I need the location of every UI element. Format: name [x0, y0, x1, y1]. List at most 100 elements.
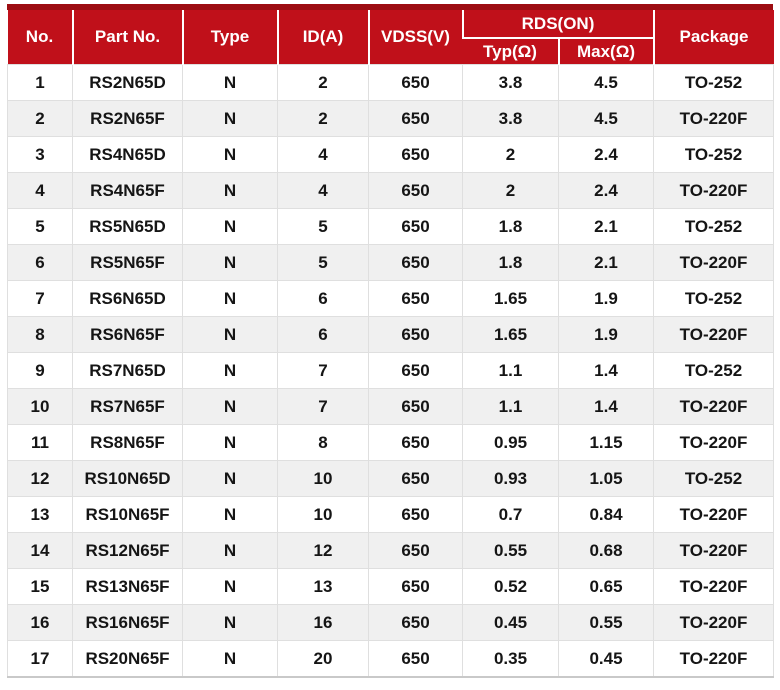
cell-type: N — [182, 460, 278, 497]
mosfet-parts-table: No. Part No. Type ID(A) VDSS(V) RDS(ON) … — [7, 10, 774, 678]
table-row: 9 RS7N65D N 7 650 1.1 1.4 TO-252 — [7, 352, 774, 389]
table-row: 17 RS20N65F N 20 650 0.35 0.45 TO-220F — [7, 640, 774, 678]
cell-package: TO-220F — [653, 604, 774, 641]
cell-max-ohm: 1.9 — [558, 316, 654, 353]
table-row: 7 RS6N65D N 6 650 1.65 1.9 TO-252 — [7, 280, 774, 317]
cell-typ-ohm: 3.8 — [462, 64, 559, 101]
cell-package: TO-252 — [653, 460, 774, 497]
cell-package: TO-220F — [653, 316, 774, 353]
cell-vdss-v: 650 — [368, 640, 463, 678]
cell-id-a: 20 — [277, 640, 369, 678]
col-header-type: Type — [181, 10, 278, 65]
table-row: 4 RS4N65F N 4 650 2 2.4 TO-220F — [7, 172, 774, 209]
cell-part-no: RS2N65D — [72, 64, 183, 101]
table-row: 14 RS12N65F N 12 650 0.55 0.68 TO-220F — [7, 532, 774, 569]
cell-type: N — [182, 100, 278, 137]
cell-type: N — [182, 424, 278, 461]
cell-no: 15 — [7, 568, 73, 605]
table-row: 8 RS6N65F N 6 650 1.65 1.9 TO-220F — [7, 316, 774, 353]
cell-id-a: 4 — [277, 136, 369, 173]
col-header-rds-on: RDS(ON) — [461, 10, 654, 39]
cell-type: N — [182, 352, 278, 389]
cell-part-no: RS12N65F — [72, 532, 183, 569]
cell-vdss-v: 650 — [368, 604, 463, 641]
cell-type: N — [182, 136, 278, 173]
col-header-typ-ohm: Typ(Ω) — [462, 38, 559, 65]
cell-vdss-v: 650 — [368, 280, 463, 317]
col-header-vdss-v: VDSS(V) — [367, 10, 463, 65]
cell-no: 8 — [7, 316, 73, 353]
cell-type: N — [182, 172, 278, 209]
cell-package: TO-220F — [653, 100, 774, 137]
cell-max-ohm: 2.4 — [558, 136, 654, 173]
cell-type: N — [182, 604, 278, 641]
cell-part-no: RS4N65D — [72, 136, 183, 173]
cell-package: TO-252 — [653, 136, 774, 173]
cell-typ-ohm: 0.95 — [462, 424, 559, 461]
cell-max-ohm: 1.4 — [558, 388, 654, 425]
table-row: 12 RS10N65D N 10 650 0.93 1.05 TO-252 — [7, 460, 774, 497]
table-top-accent-bar — [7, 4, 773, 10]
cell-part-no: RS5N65F — [72, 244, 183, 281]
cell-id-a: 5 — [277, 208, 369, 245]
cell-vdss-v: 650 — [368, 244, 463, 281]
cell-max-ohm: 0.65 — [558, 568, 654, 605]
table-row: 11 RS8N65F N 8 650 0.95 1.15 TO-220F — [7, 424, 774, 461]
cell-package: TO-220F — [653, 424, 774, 461]
cell-typ-ohm: 0.55 — [462, 532, 559, 569]
cell-type: N — [182, 64, 278, 101]
cell-typ-ohm: 1.1 — [462, 352, 559, 389]
cell-no: 17 — [7, 640, 73, 678]
cell-part-no: RS6N65D — [72, 280, 183, 317]
col-header-id-a: ID(A) — [276, 10, 369, 65]
cell-no: 6 — [7, 244, 73, 281]
cell-vdss-v: 650 — [368, 388, 463, 425]
cell-package: TO-220F — [653, 532, 774, 569]
cell-part-no: RS5N65D — [72, 208, 183, 245]
cell-max-ohm: 1.15 — [558, 424, 654, 461]
cell-max-ohm: 0.84 — [558, 496, 654, 533]
table-row: 13 RS10N65F N 10 650 0.7 0.84 TO-220F — [7, 496, 774, 533]
cell-id-a: 2 — [277, 100, 369, 137]
cell-package: TO-252 — [653, 280, 774, 317]
cell-id-a: 5 — [277, 244, 369, 281]
cell-id-a: 2 — [277, 64, 369, 101]
cell-type: N — [182, 568, 278, 605]
table-row: 1 RS2N65D N 2 650 3.8 4.5 TO-252 — [7, 64, 774, 101]
cell-id-a: 6 — [277, 316, 369, 353]
table-row: 3 RS4N65D N 4 650 2 2.4 TO-252 — [7, 136, 774, 173]
cell-id-a: 10 — [277, 460, 369, 497]
cell-max-ohm: 2.4 — [558, 172, 654, 209]
cell-typ-ohm: 2 — [462, 172, 559, 209]
cell-id-a: 7 — [277, 388, 369, 425]
cell-no: 11 — [7, 424, 73, 461]
cell-typ-ohm: 0.7 — [462, 496, 559, 533]
cell-typ-ohm: 2 — [462, 136, 559, 173]
cell-part-no: RS16N65F — [72, 604, 183, 641]
cell-part-no: RS20N65F — [72, 640, 183, 678]
cell-max-ohm: 4.5 — [558, 100, 654, 137]
cell-typ-ohm: 1.65 — [462, 316, 559, 353]
parts-table-container: No. Part No. Type ID(A) VDSS(V) RDS(ON) … — [7, 4, 774, 678]
cell-typ-ohm: 3.8 — [462, 100, 559, 137]
cell-package: TO-252 — [653, 208, 774, 245]
cell-no: 9 — [7, 352, 73, 389]
cell-package: TO-220F — [653, 172, 774, 209]
cell-no: 16 — [7, 604, 73, 641]
cell-no: 5 — [7, 208, 73, 245]
cell-no: 2 — [7, 100, 73, 137]
table-row: 6 RS5N65F N 5 650 1.8 2.1 TO-220F — [7, 244, 774, 281]
col-header-no: No. — [7, 10, 73, 65]
cell-typ-ohm: 1.8 — [462, 208, 559, 245]
cell-max-ohm: 1.05 — [558, 460, 654, 497]
cell-package: TO-220F — [653, 244, 774, 281]
cell-id-a: 7 — [277, 352, 369, 389]
cell-id-a: 13 — [277, 568, 369, 605]
cell-part-no: RS7N65D — [72, 352, 183, 389]
cell-max-ohm: 1.4 — [558, 352, 654, 389]
cell-no: 4 — [7, 172, 73, 209]
cell-part-no: RS13N65F — [72, 568, 183, 605]
cell-max-ohm: 0.55 — [558, 604, 654, 641]
cell-vdss-v: 650 — [368, 172, 463, 209]
cell-no: 13 — [7, 496, 73, 533]
